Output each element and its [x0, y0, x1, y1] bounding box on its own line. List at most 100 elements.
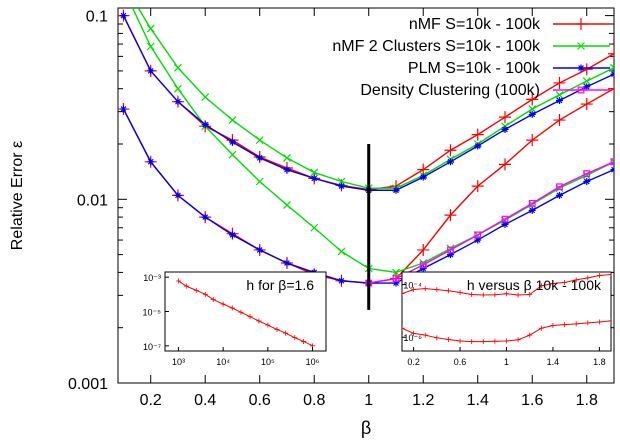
data-point	[528, 199, 536, 207]
inset-data-point	[573, 277, 579, 283]
data-point	[174, 191, 182, 199]
inset-x-tick-label: 10⁴	[216, 357, 230, 367]
inset-data-point	[183, 283, 189, 289]
data-point	[528, 206, 536, 214]
legend-label: nMF 2 Clusters S=10k - 100k	[332, 38, 541, 55]
data-point	[392, 268, 400, 277]
inset-data-point	[265, 322, 271, 328]
x-tick-label: 1	[364, 392, 373, 409]
data-point	[446, 251, 454, 259]
data-point	[474, 236, 482, 244]
inset-data-point	[238, 309, 244, 315]
inset-data-point	[585, 275, 591, 281]
data-point	[582, 77, 591, 86]
data-point	[119, 12, 127, 20]
inset-data-point	[256, 318, 262, 324]
data-point	[283, 201, 291, 210]
inset-y-tick-label: 10⁻⁷	[143, 342, 161, 352]
x-tick-label: 0.8	[303, 392, 325, 409]
data-point	[310, 174, 318, 182]
y-axis: 0.001 0.01 0.1	[68, 9, 614, 393]
inset-data-point	[596, 319, 602, 325]
inset-y-tick-label: 10⁻⁶	[404, 333, 423, 343]
inset-data-point	[220, 301, 226, 307]
inset-data-point	[283, 330, 289, 336]
legend-marker	[577, 86, 585, 94]
inset-title: h versus β 10k - 100k	[467, 277, 602, 293]
inset-data-point	[422, 332, 428, 338]
data-point	[528, 105, 537, 113]
inset-y-tick-label: 10⁻³	[143, 273, 161, 283]
data-point	[283, 259, 291, 267]
data-point	[608, 47, 614, 60]
data-point	[201, 93, 210, 102]
data-point	[146, 42, 155, 51]
data-point	[447, 246, 454, 254]
data-point	[501, 220, 509, 228]
data-point	[119, 105, 127, 113]
data-point	[498, 111, 511, 124]
inset-data-point	[562, 279, 568, 285]
inset-data-point	[175, 278, 181, 284]
inset-data-point	[292, 335, 298, 341]
data-point	[201, 213, 209, 221]
data-point	[201, 121, 209, 129]
inset-data-point	[550, 322, 556, 328]
inset-data-point	[608, 318, 611, 324]
inset-data-point	[504, 338, 509, 344]
inset-data-point	[202, 291, 208, 297]
x-axis: 0.2 0.4 0.6 0.8 1 1.2 1.4 1.6 1.8	[140, 8, 598, 409]
inset-data-point	[504, 291, 509, 297]
data-point	[310, 223, 319, 232]
x-tick-label: 1.8	[576, 392, 598, 409]
plot-frame	[117, 7, 615, 384]
inset-data-point	[434, 335, 440, 341]
data-point	[419, 261, 427, 269]
inset-0: h for β=1.6 10³ 10⁴ 10⁵ 10⁶ 10⁻³ 10⁻⁵ 10⁻⁷	[143, 271, 327, 367]
data-point	[610, 70, 614, 78]
y-tick-label: 0.001	[68, 376, 108, 393]
inset-data-point	[538, 283, 544, 289]
data-point	[553, 114, 566, 127]
data-point	[310, 168, 319, 177]
data-point	[392, 186, 400, 194]
data-point	[255, 136, 264, 145]
y-axis-label: Relative Error ε	[9, 141, 26, 250]
inset-x-tick-label: 1.8	[593, 357, 606, 367]
inset-data-point	[422, 286, 428, 292]
inset-x-tick-label: 10⁶	[306, 357, 320, 367]
data-point	[147, 67, 155, 75]
inset-data-point	[596, 273, 602, 279]
inset-data-point	[527, 332, 533, 338]
data-point	[337, 182, 345, 190]
inset-series-group	[175, 278, 316, 349]
data-point	[474, 142, 482, 150]
data-point	[337, 277, 345, 285]
inset-data-point	[550, 280, 556, 286]
data-point	[392, 275, 400, 283]
data-point	[583, 170, 591, 178]
data-point	[471, 180, 484, 193]
inset-series-group	[402, 272, 611, 345]
data-point	[610, 166, 614, 174]
inset-data-point	[469, 339, 475, 345]
data-point	[419, 173, 427, 181]
inset-y-tick-label: 10⁻⁵	[143, 308, 162, 318]
data-point	[526, 93, 539, 106]
inset-data-point	[301, 338, 307, 344]
data-point	[283, 166, 291, 174]
inset-x-tick-label: 10⁵	[261, 357, 275, 367]
data-point	[228, 138, 236, 146]
inset-data-point	[457, 338, 463, 344]
legend: nMF S=10k - 100k nMF 2 Clusters S=10k - 1…	[332, 16, 610, 99]
inset-data-point	[492, 292, 498, 298]
data-point	[555, 191, 563, 199]
inset-data-point	[538, 325, 544, 331]
y-tick-label: 0.01	[77, 192, 108, 209]
data-point	[498, 158, 511, 171]
x-tick-label: 0.6	[249, 392, 271, 409]
inset-x-tick-label: 1.4	[547, 357, 560, 367]
inset-data-point	[480, 339, 486, 345]
data-point	[174, 98, 182, 106]
